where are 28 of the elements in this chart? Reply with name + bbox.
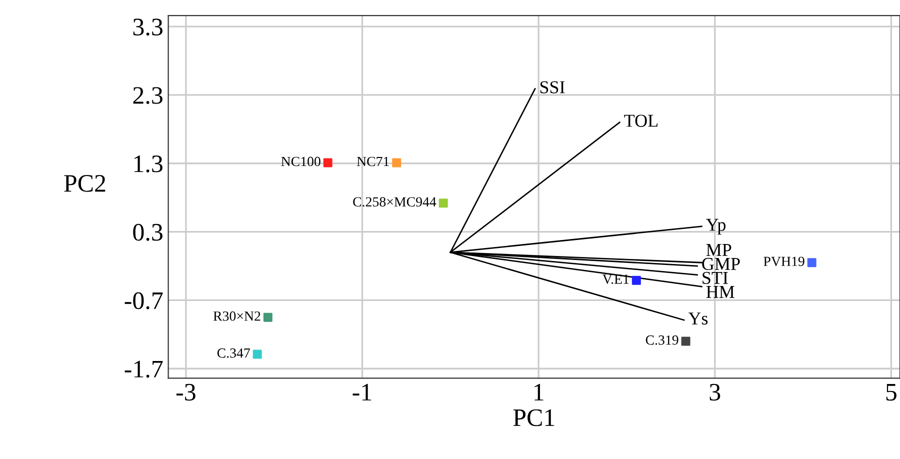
series-label: R30×N2 [213,311,260,321]
series-label: HM [706,286,734,298]
series-label: TOL [624,114,658,127]
series-label: PVH19 [764,256,804,266]
series-label: Yp [706,218,726,235]
series-label: NC71 [356,156,389,166]
y-tick-label: 2.3 [133,87,162,104]
series-label: Ys [688,312,708,325]
series-label: C.258×MC944 [353,197,436,207]
x-tick-label: -1 [352,384,372,400]
y-tick-label: -0.7 [124,292,163,310]
x-tick-label: 1 [534,384,544,400]
series-label: C.347 [217,348,250,358]
y-tick-label: 1.3 [134,156,162,172]
y-tick-label: 0.3 [133,224,162,241]
series-label: STI [702,272,728,284]
series-label: MP [706,244,732,256]
series-label: NC100 [281,156,320,166]
y-tick-label: 3.3 [133,18,162,36]
series-label: C.319 [646,335,678,345]
series-label: GMP [702,258,740,270]
y-axis-title: PC2 [64,175,106,192]
series-label: SSI [540,81,565,94]
x-tick-label: 5 [886,384,896,401]
x-axis-title: PC1 [513,409,554,426]
x-tick-label: 3 [710,384,720,401]
y-tick-label: -1.7 [124,360,163,378]
x-tick-label: -3 [176,384,196,401]
